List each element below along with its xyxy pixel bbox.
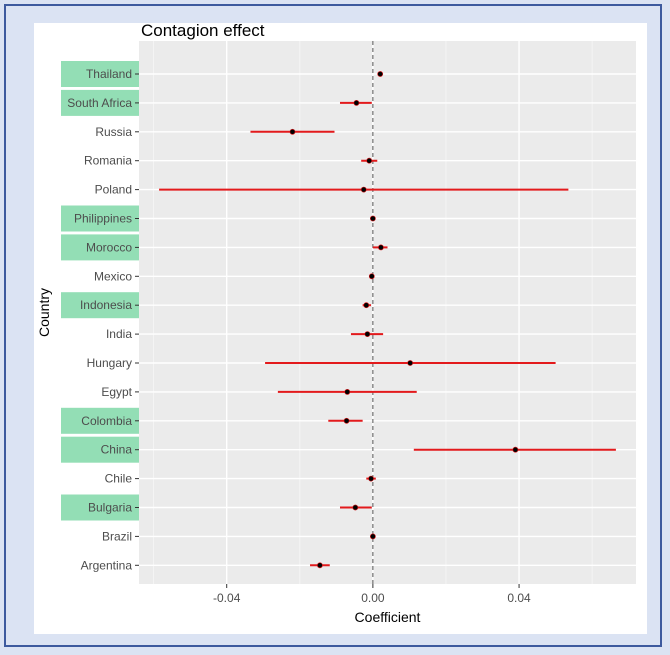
point-south-africa bbox=[353, 100, 360, 106]
contagion-effect-chart: Thailand South Africa Russia Romania Poland P… bbox=[36, 23, 636, 625]
y-tick-label-colombia: Colombia bbox=[81, 414, 132, 428]
y-tick-label-hungary: Hungary bbox=[87, 356, 132, 370]
point-indonesia bbox=[363, 302, 370, 309]
point-morocco bbox=[378, 244, 384, 251]
point-india bbox=[364, 331, 371, 337]
y-tick-label-argentina: Argentina bbox=[81, 558, 133, 572]
point-mexico bbox=[368, 273, 375, 280]
point-argentina bbox=[316, 562, 323, 569]
point-hungary bbox=[407, 360, 414, 366]
y-tick-label-philippines: Philippines bbox=[74, 212, 132, 226]
y-tick-label-south-africa: South Africa bbox=[67, 96, 132, 110]
y-tick-label-brazil: Brazil bbox=[102, 529, 132, 543]
x-tick-label: -0.04 bbox=[213, 591, 241, 605]
x-tick-label: 0.04 bbox=[507, 591, 531, 605]
y-tick-label-russia: Russia bbox=[95, 125, 132, 139]
plot-panel bbox=[139, 41, 636, 584]
x-tick-label: 0.00 bbox=[361, 591, 385, 605]
x-axis-title: Coefficient bbox=[355, 609, 421, 625]
y-axis-title: Country bbox=[36, 288, 52, 337]
y-tick-label-indonesia: Indonesia bbox=[80, 298, 132, 312]
y-tick-label-bulgaria: Bulgaria bbox=[88, 501, 132, 515]
y-tick-label-chile: Chile bbox=[105, 472, 133, 486]
plot-card: Thailand South Africa Russia Romania Poland P… bbox=[34, 23, 647, 634]
point-china bbox=[512, 446, 519, 453]
point-thailand bbox=[377, 71, 384, 77]
y-axis-ticks: Thailand South Africa Russia Romania Poland P… bbox=[67, 67, 139, 572]
point-bulgaria bbox=[352, 504, 359, 511]
y-tick-label-india: India bbox=[106, 327, 132, 341]
y-tick-label-china: China bbox=[101, 443, 133, 457]
point-philippines bbox=[369, 215, 376, 222]
point-brazil bbox=[369, 533, 376, 540]
point-egypt bbox=[344, 388, 351, 395]
y-tick-label-poland: Poland bbox=[95, 183, 132, 197]
chart-title: Contagion effect bbox=[141, 23, 265, 40]
point-poland bbox=[360, 186, 367, 193]
y-tick-label-morocco: Morocco bbox=[86, 240, 132, 254]
point-chile bbox=[368, 475, 374, 482]
y-tick-label-thailand: Thailand bbox=[86, 67, 132, 81]
figure-frame: Thailand South Africa Russia Romania Poland P… bbox=[4, 4, 662, 647]
y-tick-label-egypt: Egypt bbox=[101, 385, 132, 399]
point-colombia bbox=[343, 417, 350, 424]
x-axis-ticks: -0.04 0.00 0.04 bbox=[213, 584, 531, 605]
y-tick-label-mexico: Mexico bbox=[94, 269, 132, 283]
point-romania bbox=[366, 157, 373, 164]
y-tick-label-romania: Romania bbox=[84, 154, 132, 168]
point-russia bbox=[289, 128, 296, 135]
points-layer bbox=[289, 71, 519, 569]
